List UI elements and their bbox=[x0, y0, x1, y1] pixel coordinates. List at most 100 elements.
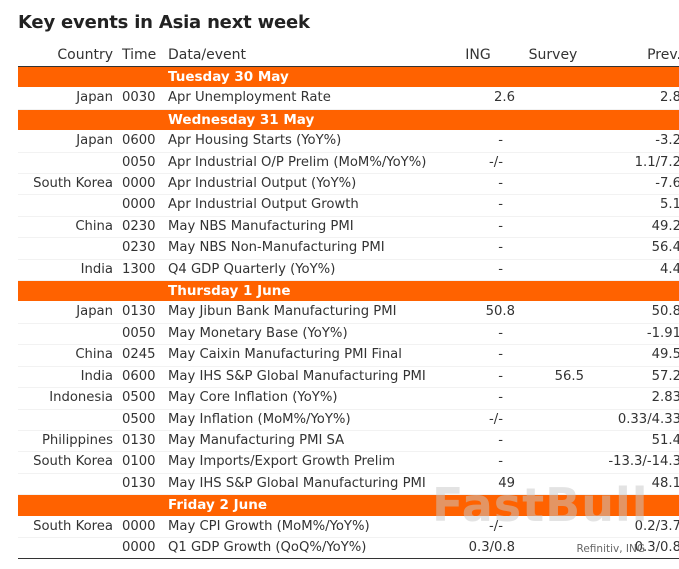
cell-time: 0230 bbox=[116, 216, 165, 239]
table-row: India 0600 May IHS S&P Global Manufacturin… bbox=[18, 366, 679, 389]
cell-country: South Korea bbox=[18, 173, 116, 196]
day-header-row: Friday 2 June bbox=[18, 494, 679, 517]
cell-country bbox=[18, 473, 116, 496]
cell-event: Apr Industrial O/P Prelim (MoM%/YoY%) bbox=[165, 152, 437, 175]
cell-event: Q4 GDP Quarterly (YoY%) bbox=[165, 259, 437, 282]
cell-time: 0000 bbox=[116, 537, 165, 560]
cell-ing: - bbox=[437, 366, 519, 389]
header-row: Country Time Data/event ING Survey Prev. bbox=[18, 44, 679, 67]
cell-time: 0050 bbox=[116, 323, 165, 346]
cell-survey bbox=[519, 152, 587, 175]
cell-prev: 56.4 bbox=[587, 237, 679, 260]
cell-country: China bbox=[18, 216, 116, 239]
cell-country: South Korea bbox=[18, 451, 116, 474]
cell-time: 0030 bbox=[116, 87, 165, 110]
cell-ing: - bbox=[437, 430, 519, 453]
cell-country bbox=[18, 194, 116, 217]
cell-ing: -/- bbox=[437, 516, 519, 538]
cell-ing: - bbox=[437, 216, 519, 239]
cell-ing: - bbox=[437, 130, 519, 153]
table-row: 0050 Apr Industrial O/P Prelim (MoM%/YoY%… bbox=[18, 152, 679, 175]
cell-survey bbox=[519, 194, 587, 217]
cell-ing: - bbox=[437, 387, 519, 410]
cell-event: May IHS S&P Global Manufacturing PMI bbox=[165, 366, 437, 389]
cell-country: South Korea bbox=[18, 516, 116, 538]
cell-survey bbox=[519, 259, 587, 282]
cell-time: 0000 bbox=[116, 194, 165, 217]
table-row: South Korea 0000 May CPI Growth (MoM%/YoY%… bbox=[18, 516, 679, 538]
cell-prev: -7.6 bbox=[587, 173, 679, 196]
cell-prev: 2.8 bbox=[587, 87, 679, 110]
cell-prev: 5.1 bbox=[587, 194, 679, 217]
table-row: Japan 0030 Apr Unemployment Rate 2.6 2.8 bbox=[18, 87, 679, 110]
cell-survey: 56.5 bbox=[519, 366, 587, 389]
header-prev: Prev. bbox=[587, 44, 679, 67]
cell-event: May NBS Manufacturing PMI bbox=[165, 216, 437, 239]
table-row: Japan 0130 May Jibun Bank Manufacturing PM… bbox=[18, 301, 679, 324]
cell-country: Japan bbox=[18, 87, 116, 110]
header-ing: ING bbox=[437, 44, 519, 67]
cell-survey bbox=[519, 130, 587, 153]
cell-ing: - bbox=[437, 259, 519, 282]
cell-ing: - bbox=[437, 451, 519, 474]
cell-prev: 0.33/4.33 bbox=[587, 409, 679, 431]
cell-survey bbox=[519, 87, 587, 110]
header-survey: Survey bbox=[519, 44, 587, 67]
cell-prev: -3.2 bbox=[587, 130, 679, 153]
cell-ing: - bbox=[437, 173, 519, 196]
cell-survey bbox=[519, 323, 587, 346]
cell-survey bbox=[519, 473, 587, 496]
cell-country bbox=[18, 152, 116, 175]
cell-prev: 50.8 bbox=[587, 301, 679, 324]
header-time: Time bbox=[116, 44, 165, 67]
cell-country: China bbox=[18, 344, 116, 367]
cell-country: Japan bbox=[18, 130, 116, 153]
cell-time: 0245 bbox=[116, 344, 165, 367]
cell-event: May Monetary Base (YoY%) bbox=[165, 323, 437, 346]
cell-ing: 0.3/0.8 bbox=[437, 537, 519, 560]
table-row: 0500 May Inflation (MoM%/YoY%) -/- 0.33/4.3… bbox=[18, 409, 679, 431]
cell-ing: - bbox=[437, 194, 519, 217]
cell-country bbox=[18, 409, 116, 431]
cell-event: May Imports/Export Growth Prelim bbox=[165, 451, 437, 474]
cell-event: May Manufacturing PMI SA bbox=[165, 430, 437, 453]
table-row: Japan 0600 Apr Housing Starts (YoY%) - -3.2 bbox=[18, 130, 679, 153]
day-label: Thursday 1 June bbox=[165, 280, 679, 303]
events-table: Country Time Data/event ING Survey Prev.… bbox=[18, 44, 679, 560]
cell-country bbox=[18, 237, 116, 260]
cell-ing: 49 bbox=[437, 473, 519, 496]
cell-country: India bbox=[18, 259, 116, 282]
cell-prev: 49.2 bbox=[587, 216, 679, 239]
cell-prev: -1.91 bbox=[587, 323, 679, 346]
cell-event: Apr Industrial Output (YoY%) bbox=[165, 173, 437, 196]
cell-prev: 0.2/3.7 bbox=[587, 516, 679, 538]
cell-time: 0600 bbox=[116, 366, 165, 389]
cell-survey bbox=[519, 216, 587, 239]
table-row: 0230 May NBS Non-Manufacturing PMI - 56.4 bbox=[18, 237, 679, 260]
day-label: Wednesday 31 May bbox=[165, 108, 679, 132]
cell-time: 1300 bbox=[116, 259, 165, 282]
cell-time: 0130 bbox=[116, 301, 165, 324]
cell-event: May Jibun Bank Manufacturing PMI bbox=[165, 301, 437, 324]
cell-prev: 2.83 bbox=[587, 387, 679, 410]
cell-survey bbox=[519, 537, 587, 560]
cell-prev: -13.3/-14.3 bbox=[587, 451, 679, 474]
table-row: Philippines 0130 May Manufacturing PMI SA -… bbox=[18, 430, 679, 453]
cell-prev: 4.4 bbox=[587, 259, 679, 282]
cell-prev: 57.2 bbox=[587, 366, 679, 389]
cell-prev: 48.1 bbox=[587, 473, 679, 496]
cell-ing: - bbox=[437, 344, 519, 367]
cell-prev: 1.1/7.2 bbox=[587, 152, 679, 175]
source-note: Refinitiv, ING bbox=[576, 543, 645, 555]
page-title: Key events in Asia next week bbox=[18, 12, 310, 33]
cell-time: 0500 bbox=[116, 409, 165, 431]
table-row: 0000 Apr Industrial Output Growth - 5.1 bbox=[18, 194, 679, 217]
cell-ing: 50.8 bbox=[437, 301, 519, 324]
cell-country: Philippines bbox=[18, 430, 116, 453]
cell-event: May IHS S&P Global Manufacturing PMI bbox=[165, 473, 437, 496]
day-header-row: Wednesday 31 May bbox=[18, 108, 679, 132]
cell-time: 0500 bbox=[116, 387, 165, 410]
cell-survey bbox=[519, 409, 587, 431]
cell-event: May CPI Growth (MoM%/YoY%) bbox=[165, 516, 437, 538]
cell-survey bbox=[519, 344, 587, 367]
